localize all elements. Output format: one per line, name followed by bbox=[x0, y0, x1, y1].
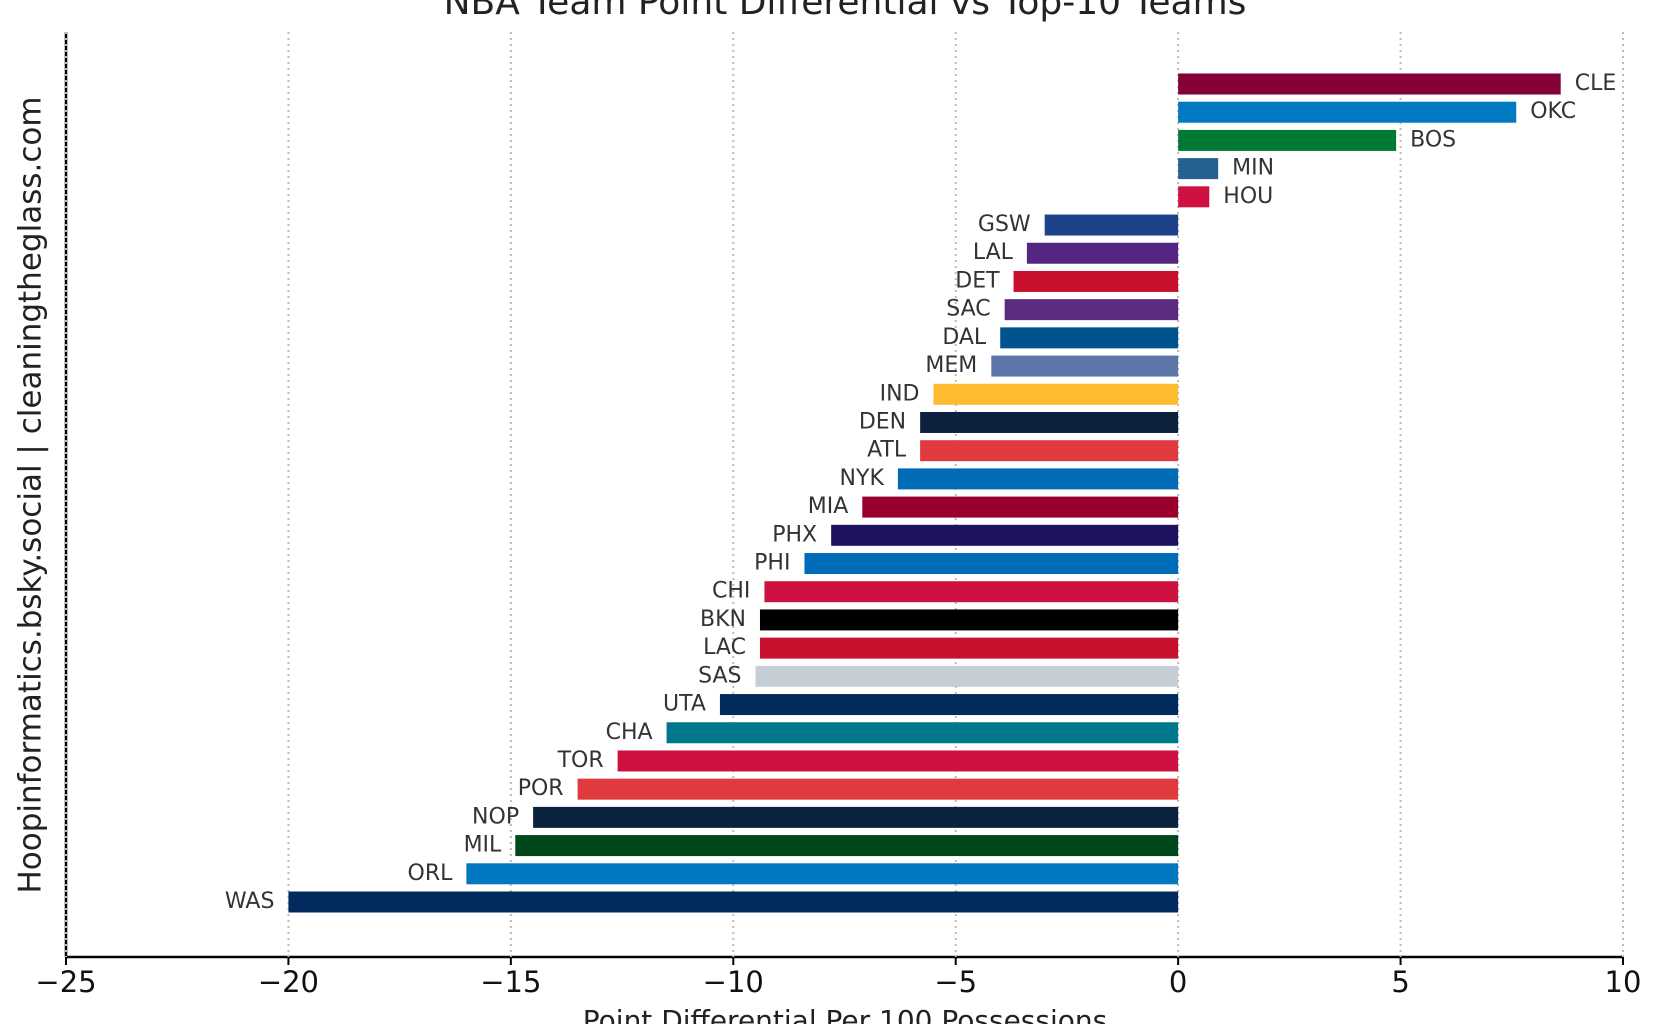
bar bbox=[719, 694, 1179, 716]
y-axis-label: Hoopinformatics.bsky.social | cleaningth… bbox=[13, 96, 49, 893]
bar bbox=[991, 355, 1179, 377]
team-label: LAC bbox=[703, 635, 746, 660]
bar bbox=[804, 553, 1179, 575]
bar bbox=[515, 835, 1179, 857]
team-label: DAL bbox=[942, 325, 987, 350]
x-tick-label: −10 bbox=[703, 965, 764, 999]
bar bbox=[1013, 270, 1179, 292]
team-label: BKN bbox=[700, 607, 746, 632]
team-label: NYK bbox=[840, 466, 885, 491]
team-label: WAS bbox=[225, 889, 275, 914]
bar bbox=[1178, 129, 1397, 151]
x-axis-label: Point Differential Per 100 Possessions bbox=[583, 1004, 1107, 1024]
bar bbox=[533, 806, 1179, 828]
bar bbox=[1004, 299, 1179, 321]
bar bbox=[764, 581, 1179, 603]
team-label: POR bbox=[518, 776, 564, 801]
team-label: DEN bbox=[859, 409, 906, 434]
x-tick-label: −20 bbox=[258, 965, 319, 999]
bar bbox=[577, 778, 1179, 800]
bar bbox=[1026, 242, 1179, 264]
bar bbox=[288, 891, 1179, 913]
bar bbox=[759, 637, 1179, 659]
team-label: UTA bbox=[663, 692, 706, 717]
team-label: ATL bbox=[867, 438, 907, 463]
bar bbox=[897, 468, 1179, 490]
team-label: MEM bbox=[925, 353, 977, 378]
team-label: SAC bbox=[946, 297, 990, 322]
x-tick-label: −5 bbox=[934, 965, 977, 999]
team-label: DET bbox=[955, 268, 1000, 293]
team-label: MIL bbox=[464, 833, 502, 858]
bar bbox=[759, 609, 1179, 631]
chart-title: NBA Team Point Differential vs Top-10 Te… bbox=[444, 0, 1247, 23]
bar bbox=[755, 665, 1179, 687]
x-tick-label: −15 bbox=[480, 965, 541, 999]
team-label: LAL bbox=[973, 240, 1014, 265]
team-label: CLE bbox=[1575, 71, 1617, 96]
team-label: CHI bbox=[712, 579, 750, 604]
bar bbox=[933, 383, 1179, 405]
team-label: GSW bbox=[978, 212, 1031, 237]
team-label: ORL bbox=[408, 861, 454, 886]
team-label: IND bbox=[880, 381, 920, 406]
bar bbox=[617, 750, 1179, 772]
bar bbox=[1178, 73, 1561, 95]
team-label: PHX bbox=[772, 522, 817, 547]
bar bbox=[666, 722, 1179, 744]
team-label: HOU bbox=[1223, 184, 1273, 209]
team-label: SAS bbox=[698, 663, 741, 688]
team-label: TOR bbox=[557, 748, 604, 773]
team-label: OKC bbox=[1530, 99, 1576, 124]
x-tick-label: −25 bbox=[35, 965, 96, 999]
team-label: MIN bbox=[1232, 156, 1274, 181]
bar bbox=[920, 440, 1179, 462]
bar bbox=[1000, 327, 1179, 349]
team-label: MIA bbox=[808, 494, 849, 519]
team-label: CHA bbox=[606, 720, 653, 745]
bar bbox=[831, 524, 1179, 546]
bar bbox=[1178, 186, 1210, 208]
team-label: PHI bbox=[754, 551, 790, 576]
x-tick-label: 10 bbox=[1605, 965, 1642, 999]
bar bbox=[1178, 101, 1517, 123]
team-label: BOS bbox=[1410, 127, 1456, 152]
bar bbox=[920, 411, 1179, 433]
bar bbox=[466, 863, 1179, 885]
x-tick-label: 0 bbox=[1169, 965, 1187, 999]
x-tick-label: 5 bbox=[1391, 965, 1409, 999]
bar bbox=[862, 496, 1179, 518]
bar bbox=[1178, 158, 1219, 180]
team-label: NOP bbox=[472, 804, 519, 829]
bar bbox=[1044, 214, 1179, 236]
